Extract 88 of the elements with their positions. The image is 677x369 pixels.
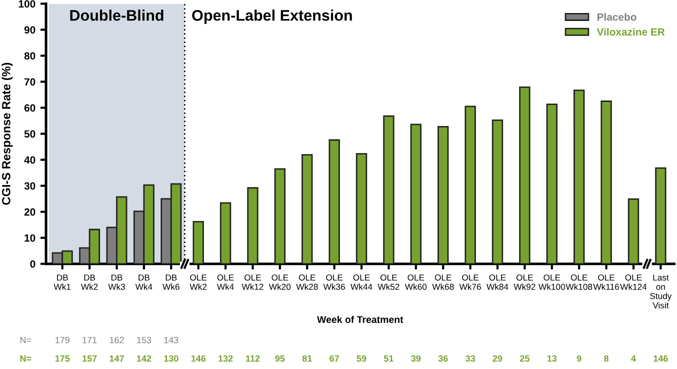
y-tick-label: 90: [24, 26, 36, 34]
text: 143: [164, 336, 178, 344]
x-tick-label: OLE Wk116: [593, 274, 620, 290]
text: N=: [20, 336, 32, 344]
text: 29: [492, 355, 502, 362]
annotation: Open-Label Extension: [192, 10, 352, 24]
bar: [383, 115, 394, 264]
bar: [192, 220, 204, 264]
y-axis-title: CGI-S Response Rate (%): [2, 62, 13, 205]
y-tick-label: 60: [24, 104, 36, 112]
x-tick-label: DB Wk4: [135, 274, 152, 290]
bar: [356, 153, 368, 264]
x-tick-label: DB Wk1: [54, 274, 71, 290]
y-tick-label: 40: [24, 156, 36, 164]
x-tick-label: DB Wk2: [80, 274, 98, 290]
text: 130: [164, 355, 178, 362]
x-tick-label: OLE Wk4: [216, 274, 234, 290]
x-tick-label: OLE Wk52: [378, 274, 400, 290]
x-tick-label: OLE Wk84: [486, 274, 508, 290]
bar: [438, 126, 449, 264]
text: 146: [654, 355, 668, 362]
text: 67: [330, 355, 339, 362]
bar: [247, 187, 258, 264]
text: 4: [631, 355, 636, 362]
text: 8: [604, 355, 609, 362]
y-tick-label: 70: [24, 78, 36, 86]
x-tick-label: OLE Wk60: [404, 274, 427, 290]
text: 112: [246, 355, 260, 362]
text: 179: [56, 336, 70, 344]
y-tick-label: 0: [30, 260, 36, 268]
y-tick-label: 20: [24, 208, 36, 216]
text: 146: [191, 355, 206, 362]
x-tick-label: OLE Wk2: [190, 274, 207, 290]
x-tick-label: OLE Wk12: [242, 274, 264, 290]
bar: [220, 202, 232, 264]
text: 132: [218, 355, 233, 362]
text: 153: [137, 336, 152, 344]
x-tick-label: OLE Wk36: [323, 274, 345, 290]
text: 142: [136, 355, 152, 362]
y-tick-label: 10: [24, 234, 36, 242]
x-tick-label: OLE Wk28: [296, 274, 318, 290]
text: 33: [466, 355, 476, 362]
x-tick-label: OLE Wk44: [350, 274, 372, 290]
x-tick-label: DB Wk3: [108, 274, 125, 290]
text: 13: [547, 355, 557, 362]
x-tick-label: DB Wk6: [162, 274, 180, 290]
bar: [302, 154, 313, 264]
y-tick-label: 30: [24, 182, 36, 190]
legend-label: Viloxazine ER: [596, 28, 665, 36]
text: 39: [411, 355, 421, 362]
text: 162: [110, 336, 124, 344]
bar: [410, 124, 422, 264]
text: 95: [275, 355, 285, 362]
x-tick-label: OLE Wk124: [620, 274, 647, 290]
bar: [519, 86, 530, 264]
text: 36: [438, 355, 448, 362]
band-label: Double-Blind: [70, 10, 164, 21]
y-tick-label: 100: [18, 0, 36, 8]
text: 59: [356, 355, 366, 362]
bar: [492, 120, 504, 264]
bar: [274, 168, 286, 264]
bar: [600, 100, 612, 264]
bar: [655, 167, 666, 264]
x-tick-label: OLE Wk100: [538, 274, 565, 290]
bar: [574, 90, 585, 264]
text: 157: [82, 355, 97, 362]
x-tick-label: OLE Wk20: [268, 274, 291, 290]
bar: [628, 198, 640, 264]
text: 147: [110, 355, 124, 362]
bar: [546, 104, 558, 264]
text: 25: [520, 355, 530, 362]
bar: [464, 106, 476, 264]
text: 9: [576, 355, 582, 362]
text: 171: [82, 336, 97, 344]
bar: [328, 139, 340, 264]
text: N=: [20, 355, 32, 362]
x-tick-label: OLE Wk92: [514, 274, 536, 290]
text: 51: [384, 355, 394, 362]
text: 81: [302, 355, 312, 362]
y-tick-label: 50: [24, 130, 36, 138]
text: 175: [55, 355, 70, 362]
x-axis-title: Week of Treatment: [317, 316, 404, 324]
y-tick-label: 80: [24, 52, 36, 60]
x-tick-label: OLE Wk108: [566, 274, 592, 290]
x-tick-label: OLE Wk76: [459, 274, 481, 290]
legend-label: Placebo: [597, 13, 636, 21]
x-tick-label: OLE Wk68: [432, 274, 454, 290]
x-tick-label: Last on Study Visit: [650, 274, 672, 308]
